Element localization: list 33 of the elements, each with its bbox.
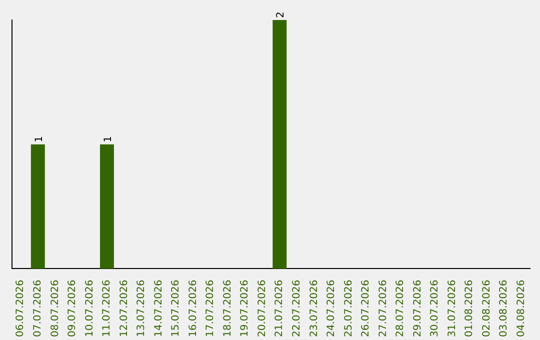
data-label: 2 — [276, 12, 287, 18]
x-tick-label: 28.07.2026 — [395, 280, 406, 338]
x-tick-label: 03.08.2026 — [498, 280, 510, 338]
x-tick-label: 08.07.2026 — [50, 280, 61, 338]
x-tick-label: 20.07.2026 — [256, 280, 268, 338]
x-tick-label: 16.07.2026 — [188, 280, 199, 338]
x-tick-label: 13.07.2026 — [136, 280, 148, 338]
data-label: 1 — [34, 136, 45, 142]
x-tick-label: 01.08.2026 — [464, 280, 476, 338]
x-tick-label: 22.07.2026 — [291, 280, 302, 338]
x-tick-label: 11.07.2026 — [102, 280, 113, 338]
x-tick-label: 09.07.2026 — [67, 280, 78, 338]
x-tick-label: 18.07.2026 — [222, 280, 234, 338]
x-tick-label: 04.08.2026 — [516, 280, 527, 338]
x-tick-label: 21.07.2026 — [274, 280, 286, 338]
x-tick-label: 14.07.2026 — [153, 280, 164, 338]
x-tick-label: 27.07.2026 — [378, 280, 389, 338]
x-tick-label: 26.07.2026 — [360, 280, 372, 338]
x-tick-label: 06.07.2026 — [15, 280, 26, 338]
x-tick-label: 30.07.2026 — [430, 280, 441, 338]
x-tick-label: 31.07.2026 — [446, 280, 458, 338]
x-tick-label: 02.08.2026 — [481, 280, 492, 338]
x-tick-label: 12.07.2026 — [118, 280, 130, 338]
x-tick-label: 17.07.2026 — [205, 280, 216, 338]
x-tick-label: 15.07.2026 — [170, 280, 182, 338]
x-tick-label: 29.07.2026 — [412, 280, 424, 338]
x-tick-label: 24.07.2026 — [326, 280, 338, 338]
x-tick-label: 25.07.2026 — [343, 280, 354, 338]
x-tick-label: 23.07.2026 — [308, 280, 320, 338]
x-tick-label: 10.07.2026 — [84, 280, 96, 338]
x-tick-label: 19.07.2026 — [240, 280, 251, 338]
x-tick-label: 07.07.2026 — [32, 280, 44, 338]
data-label: 1 — [102, 136, 114, 142]
